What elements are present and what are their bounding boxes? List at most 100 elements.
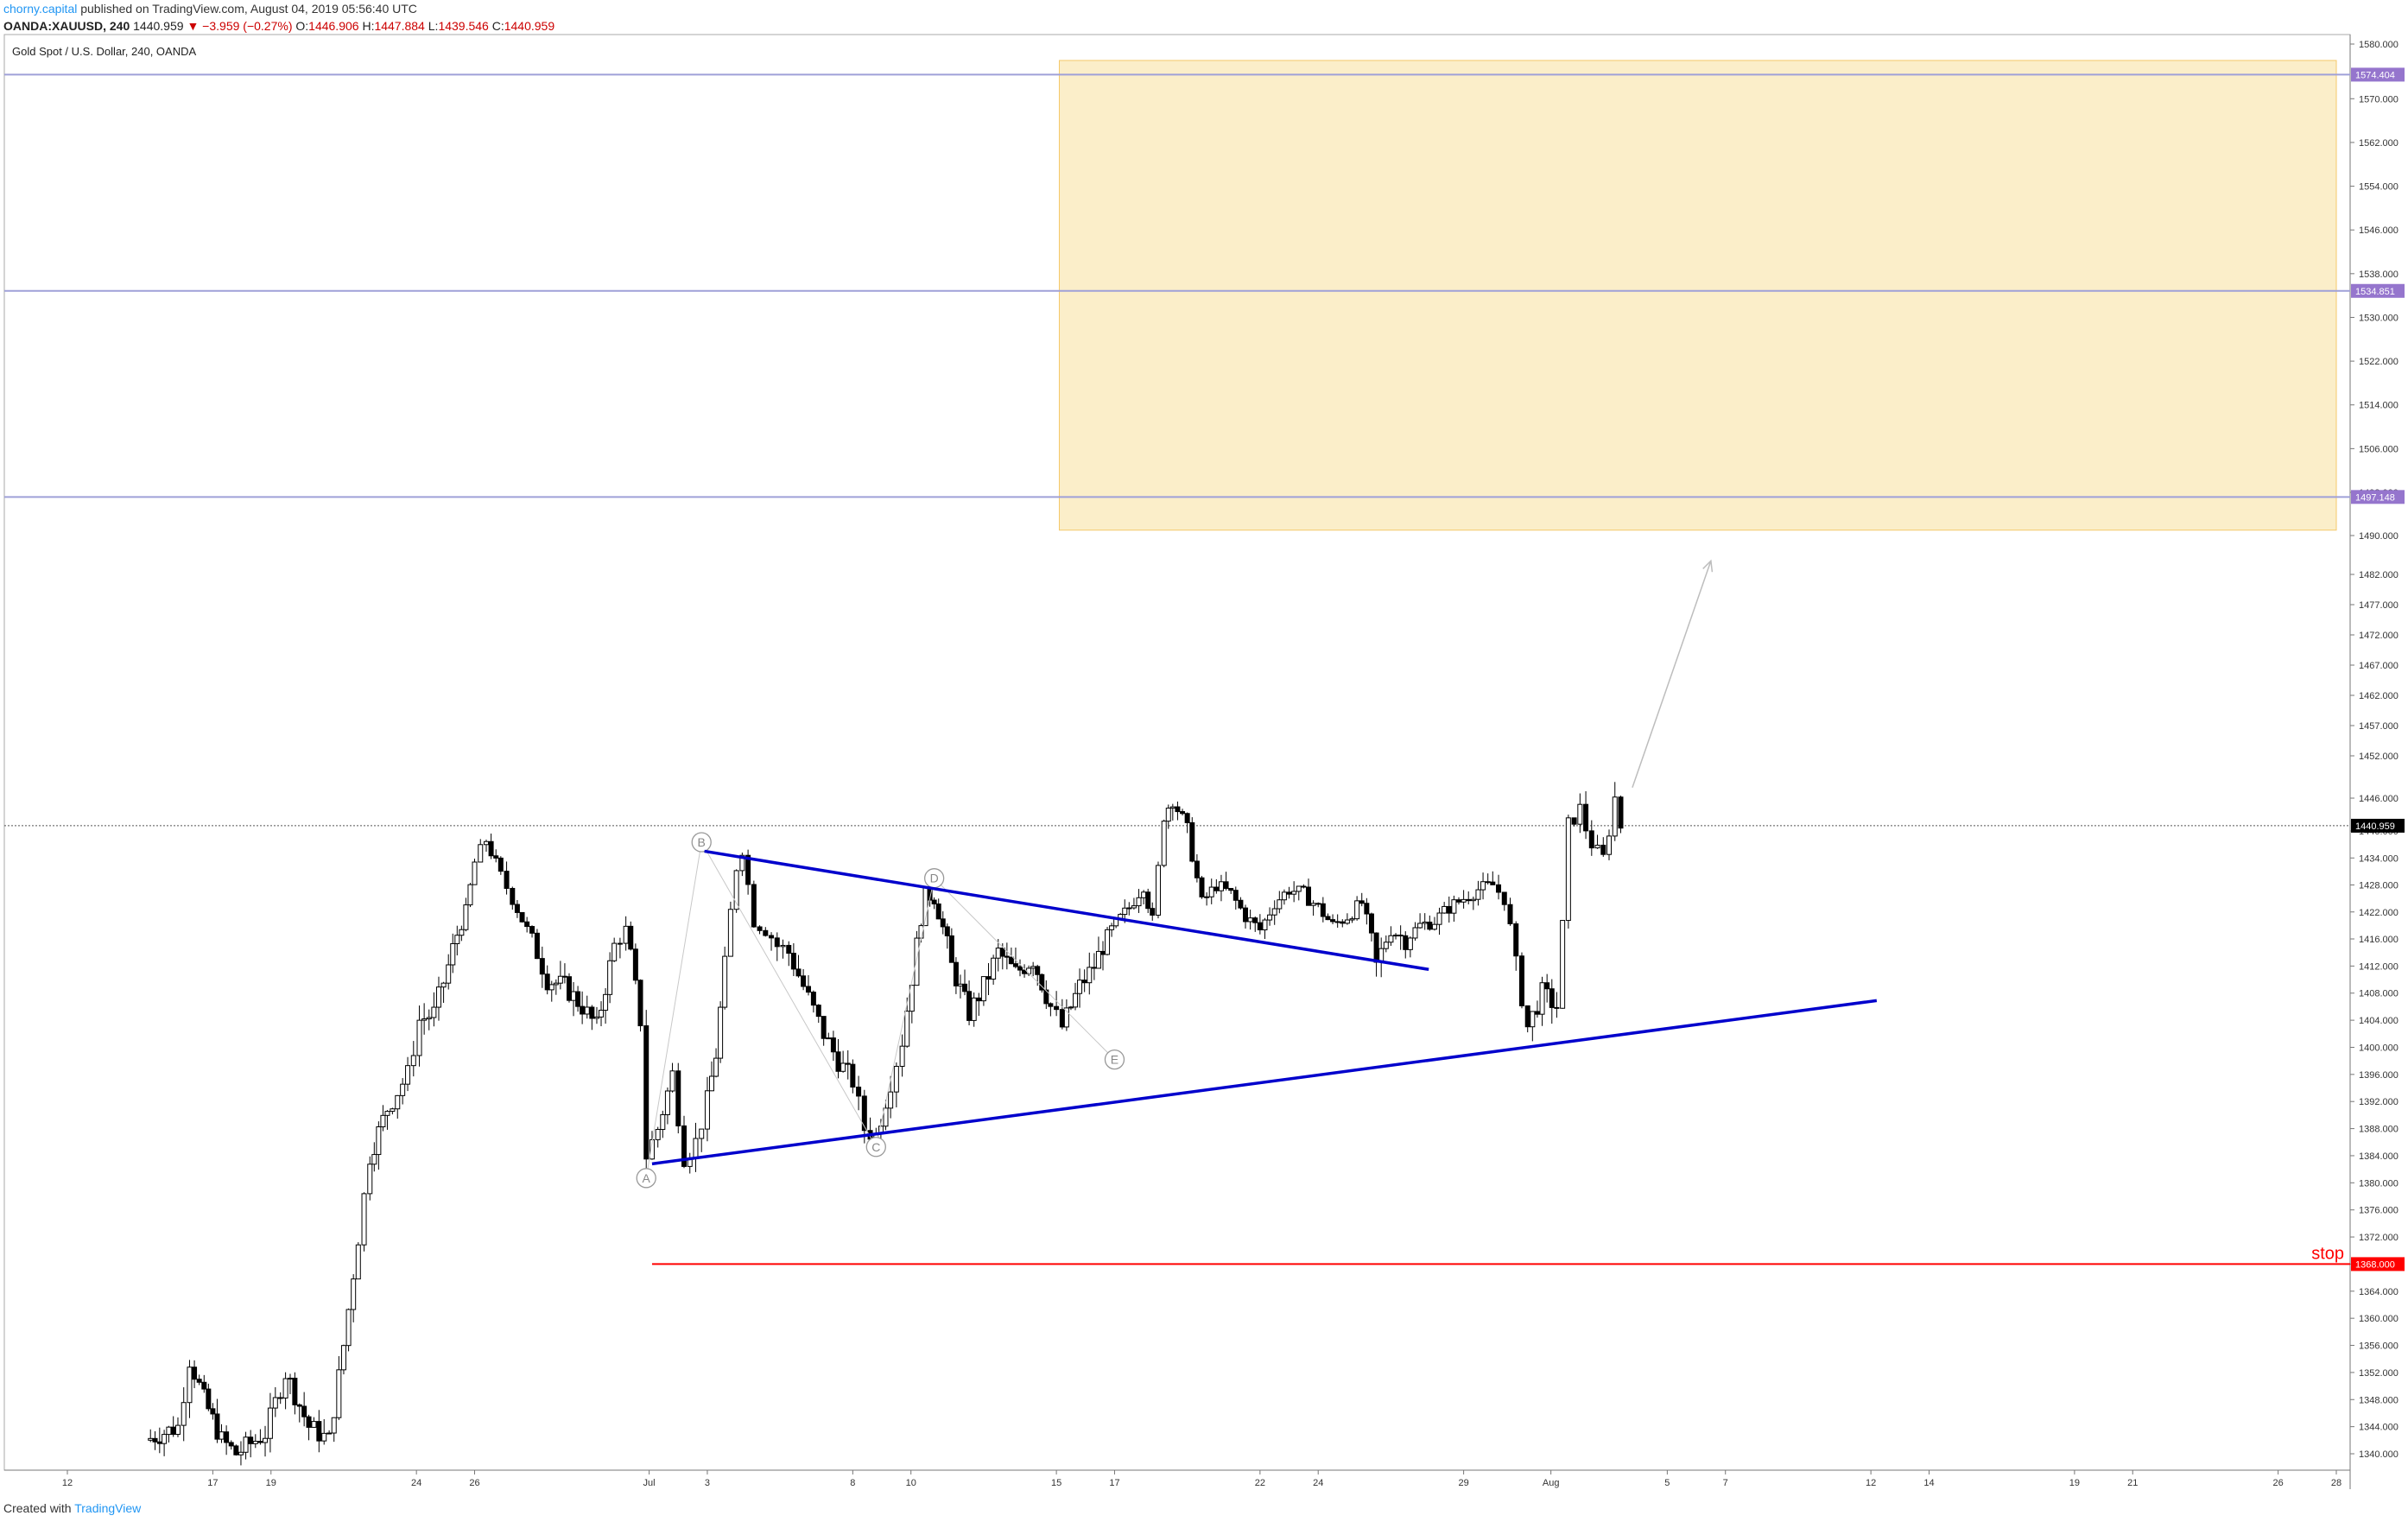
wave-pattern[interactable]: A B C D E	[636, 832, 1125, 1189]
candle-down	[1175, 806, 1181, 813]
candle-up	[1122, 907, 1128, 916]
candle-down	[1301, 885, 1307, 888]
projection-arrow[interactable]	[1632, 559, 1714, 788]
candle-down	[1496, 884, 1502, 893]
candle-up	[463, 904, 469, 930]
candle-down	[985, 976, 992, 980]
candle-up	[467, 884, 473, 906]
time-tick-label: 22	[1255, 1478, 1265, 1488]
candle-up	[1136, 897, 1142, 907]
trendlines[interactable]	[651, 849, 1878, 1166]
candle-down	[1446, 905, 1452, 914]
tradingview-logo-text[interactable]: TradingView	[74, 1501, 142, 1515]
candle-down	[1059, 1009, 1065, 1028]
stop-level[interactable]: stop	[651, 1244, 2350, 1265]
candle-up	[371, 1154, 377, 1165]
price-tick-label: 1422.000	[2359, 908, 2398, 918]
candle-down	[935, 903, 941, 920]
candle-up	[421, 1018, 428, 1021]
candle-down	[1330, 919, 1336, 923]
candle-up	[376, 1126, 382, 1156]
candle-down	[944, 926, 950, 936]
footer: Created with TradingView	[3, 1501, 141, 1515]
candle-down	[757, 926, 763, 931]
candle-down	[1334, 921, 1340, 923]
candle-down	[580, 1005, 586, 1015]
candle-down	[589, 1006, 595, 1019]
symbol-line: OANDA:XAUUSD, 240 1440.959 ▼ −3.959 (−0.…	[3, 19, 554, 33]
candle-up	[739, 854, 745, 872]
wave-point-circle	[691, 832, 712, 853]
candle-up	[571, 991, 577, 1001]
time-tick-label: 26	[2273, 1478, 2284, 1488]
time-tick-label: 3	[705, 1478, 710, 1488]
candle-down	[632, 948, 638, 981]
candle-down	[1180, 811, 1186, 815]
candle-down	[751, 884, 757, 928]
price-tick-label: 1506.000	[2359, 444, 2398, 454]
candle-down	[1091, 967, 1097, 969]
candle-up	[995, 948, 1001, 959]
candle-up	[1072, 992, 1078, 1008]
candle-down	[1397, 935, 1404, 937]
candle-up	[584, 1006, 590, 1015]
price-tick-label: 1404.000	[2359, 1016, 2398, 1026]
candle-down	[1485, 881, 1491, 884]
high-label: H:	[362, 19, 375, 33]
candle-down	[1043, 989, 1049, 1005]
author-link[interactable]: chorny.capital	[3, 2, 78, 16]
candle-up	[367, 1164, 373, 1195]
time-tick-label: 17	[1109, 1478, 1119, 1488]
candle-up	[727, 909, 733, 957]
price-tick-label: 1376.000	[2359, 1206, 2398, 1216]
candle-up	[893, 1065, 899, 1093]
candle-down	[152, 1437, 158, 1443]
candle-down	[1513, 923, 1519, 957]
price-tick-label: 1514.000	[2359, 401, 2398, 411]
price-tag-box	[2351, 67, 2405, 82]
wave-point-circle	[865, 1137, 886, 1157]
candle-up	[593, 1016, 599, 1019]
candle-down	[628, 925, 634, 950]
price-tick-label: 1356.000	[2359, 1341, 2398, 1352]
target-zone[interactable]	[1058, 60, 2337, 531]
candle-up	[287, 1377, 293, 1379]
candle-up	[472, 861, 478, 885]
candle-down	[224, 1431, 230, 1443]
candle-up	[336, 1369, 342, 1418]
candle-up	[1407, 937, 1413, 950]
candle-down	[524, 921, 530, 928]
candle-down	[830, 1037, 836, 1053]
horizontal-levels[interactable]	[4, 73, 2350, 498]
price-axis-ticks: 1580.000 1570.000 1562.000 1554.000 1546.000…	[2350, 40, 2398, 1460]
candle-down	[1588, 830, 1594, 849]
candle-down	[296, 1404, 302, 1407]
candle-up	[1577, 803, 1583, 825]
price-tick-label: 1562.000	[2359, 138, 2398, 149]
time-tick-label: 5	[1664, 1478, 1670, 1488]
time-tick-label: 24	[1313, 1478, 1323, 1488]
candle-up	[478, 844, 484, 863]
time-tick-label: Jul	[643, 1478, 656, 1488]
wave-leg-line	[645, 841, 702, 1178]
time-tick-label: 29	[1458, 1478, 1468, 1488]
candle-down	[510, 887, 516, 905]
candle-down	[248, 1436, 254, 1444]
time-tick-label: 14	[1923, 1478, 1934, 1488]
candle-down	[786, 944, 792, 954]
price-tick-label: 1434.000	[2359, 853, 2398, 864]
candle-up	[660, 1113, 666, 1131]
candle-up	[459, 929, 465, 936]
candle-up	[390, 1108, 396, 1113]
wave-point-label: B	[698, 835, 706, 849]
candle-up	[416, 1019, 422, 1056]
wave-leg-line	[875, 878, 935, 1147]
candle-down	[1524, 1005, 1530, 1028]
time-tick-label: 26	[469, 1478, 479, 1488]
candle-down	[805, 986, 811, 993]
candle-down	[861, 1095, 867, 1132]
candle-up	[1291, 891, 1297, 895]
price-tag-box	[2351, 818, 2405, 833]
candle-up	[1208, 886, 1214, 897]
